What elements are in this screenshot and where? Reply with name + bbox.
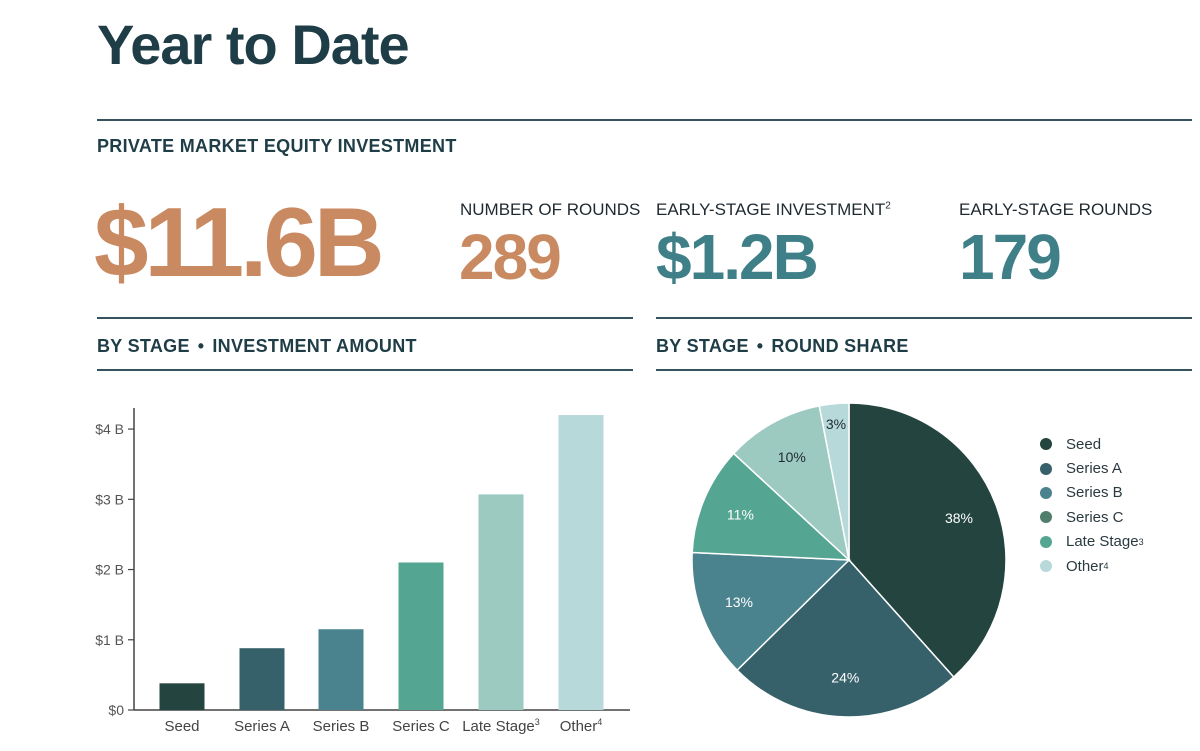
x-tick-label: Series B — [313, 718, 370, 735]
investment-amount-heading-part2: INVESTMENT AMOUNT — [212, 336, 417, 356]
bar-series-c — [398, 562, 444, 710]
divider-top — [97, 119, 1192, 121]
bar-late-stage — [478, 494, 524, 710]
pie-slice-label: 38% — [945, 510, 973, 526]
legend-swatch — [1040, 462, 1052, 475]
legend-item-seed: Seed — [1040, 432, 1144, 456]
bar-series-b — [318, 629, 364, 710]
pie-slice-label: 24% — [831, 670, 859, 686]
investment-amount-bar-chart: $0 $1 B $2 B $3 B $4 B Seed Series A Series B Se… — [95, 408, 630, 735]
investment-amount-heading-part1: BY STAGE — [97, 336, 190, 356]
pie-slice-series-a — [736, 558, 955, 718]
legend-label: Series C — [1066, 508, 1124, 526]
pie-slice-label: 10% — [778, 449, 806, 465]
number-of-rounds-value: 289 — [459, 221, 562, 293]
footnote-marker: 3 — [1138, 536, 1144, 547]
pie-slice-series-c — [691, 452, 852, 561]
legend-swatch — [1040, 535, 1052, 548]
y-tick-label: $0 — [108, 702, 124, 718]
investment-amount-heading: BY STAGE • INVESTMENT AMOUNT — [97, 336, 417, 357]
pie-slice-label: 13% — [725, 594, 753, 610]
divider-right-2 — [656, 369, 1192, 371]
early-stage-rounds-value: 179 — [959, 221, 1062, 293]
heading-separator: • — [756, 336, 764, 356]
divider-left-2 — [97, 369, 633, 371]
legend-item-series-b: Series B — [1040, 481, 1144, 505]
pie-slice-other — [818, 402, 850, 561]
legend-item-late-stage: Late Stage 3 — [1040, 530, 1144, 554]
early-stage-investment-label: EARLY-STAGE INVESTMENT2 — [656, 200, 891, 220]
legend-item-series-a: Series A — [1040, 456, 1144, 480]
page-title: Year to Date — [97, 13, 410, 76]
pie-slice-seed — [848, 402, 1007, 679]
pie-legend: Seed Series A Series B Series C Late Stage 3 O… — [1040, 432, 1144, 578]
legend-swatch — [1040, 511, 1052, 524]
legend-item-series-c: Series C — [1040, 505, 1144, 529]
bar-other — [558, 415, 604, 710]
pie-slice-late-stage — [732, 404, 851, 563]
early-stage-rounds-label: EARLY-STAGE ROUNDS — [959, 200, 1153, 219]
divider-right-1 — [656, 317, 1192, 319]
pie-slice-label: 11% — [727, 507, 754, 523]
x-tick-label: Seed — [164, 718, 199, 735]
round-share-heading: BY STAGE • ROUND SHARE — [656, 336, 909, 357]
footnote-marker: 3 — [535, 717, 540, 727]
pie-slice-label: 3% — [826, 416, 846, 432]
legend-label: Seed — [1066, 435, 1102, 453]
legend-label: Late Stage — [1066, 533, 1139, 551]
pie-slice-series-b — [691, 551, 851, 672]
summary-heading: PRIVATE MARKET EQUITY INVESTMENT — [97, 136, 457, 156]
bar-series-a — [239, 648, 285, 710]
footnote-marker: 4 — [597, 717, 602, 727]
early-stage-investment-footnote: 2 — [885, 200, 891, 212]
round-share-heading-part1: BY STAGE — [656, 336, 749, 356]
legend-swatch — [1040, 560, 1052, 573]
number-of-rounds-label: NUMBER OF ROUNDS — [460, 200, 641, 219]
legend-label: Other — [1066, 557, 1104, 575]
legend-swatch — [1040, 486, 1052, 499]
y-tick-label: $4 B — [95, 421, 124, 437]
round-share-heading-part2: ROUND SHARE — [771, 336, 909, 356]
bar-seed — [159, 683, 205, 710]
x-tick-label: Series C — [392, 718, 450, 735]
x-tick-label: Other4 — [560, 717, 603, 735]
x-tick-label: Late Stage3 — [462, 717, 540, 735]
x-tick-label: Series A — [234, 718, 290, 735]
divider-left-1 — [97, 317, 633, 319]
heading-separator: • — [197, 336, 205, 356]
early-stage-investment-label-text: EARLY-STAGE INVESTMENT — [656, 200, 886, 219]
y-tick-label: $1 B — [95, 632, 124, 648]
legend-item-other: Other 4 — [1040, 554, 1144, 578]
y-tick-label: $2 B — [95, 562, 124, 578]
total-investment-value: $11.6B — [94, 187, 385, 297]
early-stage-investment-value: $1.2B — [656, 221, 819, 293]
y-tick-label: $3 B — [95, 491, 124, 507]
legend-label: Series A — [1066, 460, 1122, 478]
legend-swatch — [1040, 438, 1052, 451]
footnote-marker: 4 — [1103, 561, 1109, 572]
legend-label: Series B — [1066, 484, 1123, 502]
